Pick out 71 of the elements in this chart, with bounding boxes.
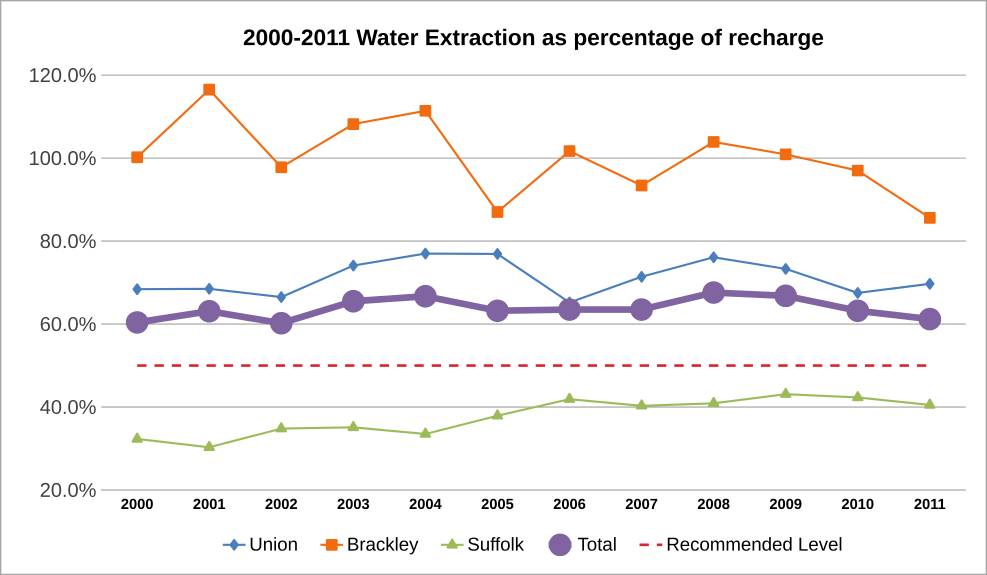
point bbox=[925, 278, 934, 290]
x-tick-label: 2005 bbox=[482, 498, 514, 510]
x-tick-label: 2007 bbox=[626, 498, 658, 510]
point bbox=[492, 409, 504, 420]
x-tick-label: 2004 bbox=[410, 498, 442, 510]
y-tick-label: 100.0% bbox=[30, 150, 96, 166]
x-tick-label: 2010 bbox=[842, 498, 874, 510]
legend-label: Union bbox=[250, 537, 297, 551]
chart-title: 2000-2011 Water Extraction as percentage of recharge bbox=[244, 28, 824, 50]
y-tick-label: 120.0% bbox=[30, 68, 96, 82]
x-tick-label: 2001 bbox=[193, 498, 226, 510]
point bbox=[132, 283, 142, 296]
point bbox=[630, 298, 653, 321]
y-tick-label: 20.0% bbox=[40, 482, 96, 498]
point bbox=[131, 432, 143, 443]
point bbox=[918, 308, 942, 330]
point bbox=[708, 136, 720, 148]
point bbox=[198, 300, 221, 322]
point bbox=[203, 84, 216, 96]
point bbox=[348, 420, 360, 432]
point bbox=[636, 180, 648, 192]
x-tick-label: 2011 bbox=[914, 498, 946, 510]
point bbox=[852, 391, 864, 402]
x-tick-label: 2006 bbox=[554, 498, 586, 510]
point bbox=[924, 398, 936, 409]
point bbox=[486, 299, 509, 322]
point bbox=[420, 428, 432, 438]
legend-label: Total bbox=[578, 537, 616, 551]
x-tick-label: 2003 bbox=[338, 498, 370, 510]
point bbox=[781, 262, 790, 275]
point bbox=[347, 118, 360, 130]
x-tick-label: 2009 bbox=[770, 498, 802, 510]
point bbox=[342, 290, 365, 313]
point bbox=[564, 392, 576, 403]
point bbox=[558, 298, 581, 321]
legend-label: Brackley bbox=[348, 537, 418, 554]
point bbox=[414, 284, 437, 308]
point bbox=[846, 299, 870, 322]
point bbox=[276, 291, 286, 303]
y-tick-label: 80.0% bbox=[40, 234, 96, 248]
y-tick-label: 60.0% bbox=[40, 316, 96, 332]
point bbox=[204, 440, 215, 451]
point bbox=[702, 281, 725, 304]
point bbox=[780, 148, 792, 160]
x-tick-label: 2000 bbox=[121, 498, 153, 510]
point bbox=[852, 164, 864, 176]
point bbox=[636, 399, 648, 410]
point bbox=[564, 145, 576, 157]
point bbox=[780, 388, 792, 398]
point bbox=[204, 282, 214, 295]
point bbox=[348, 260, 358, 272]
x-tick-label: 2008 bbox=[698, 498, 730, 510]
point bbox=[126, 311, 148, 334]
x-tick-label: 2002 bbox=[265, 498, 297, 510]
point bbox=[270, 312, 293, 334]
legend-label: Recommended Level bbox=[668, 537, 842, 551]
point bbox=[853, 287, 862, 299]
point bbox=[275, 161, 288, 174]
point bbox=[420, 248, 430, 260]
point bbox=[492, 206, 504, 218]
y-tick-label: 40.0% bbox=[40, 400, 96, 414]
point bbox=[636, 270, 646, 283]
point bbox=[774, 284, 798, 308]
point bbox=[131, 151, 144, 164]
point bbox=[276, 422, 287, 432]
point bbox=[708, 251, 718, 264]
legend-label: Suffolk bbox=[468, 537, 524, 551]
point bbox=[420, 104, 432, 117]
point bbox=[924, 212, 936, 224]
point bbox=[492, 248, 502, 260]
point bbox=[708, 396, 720, 407]
